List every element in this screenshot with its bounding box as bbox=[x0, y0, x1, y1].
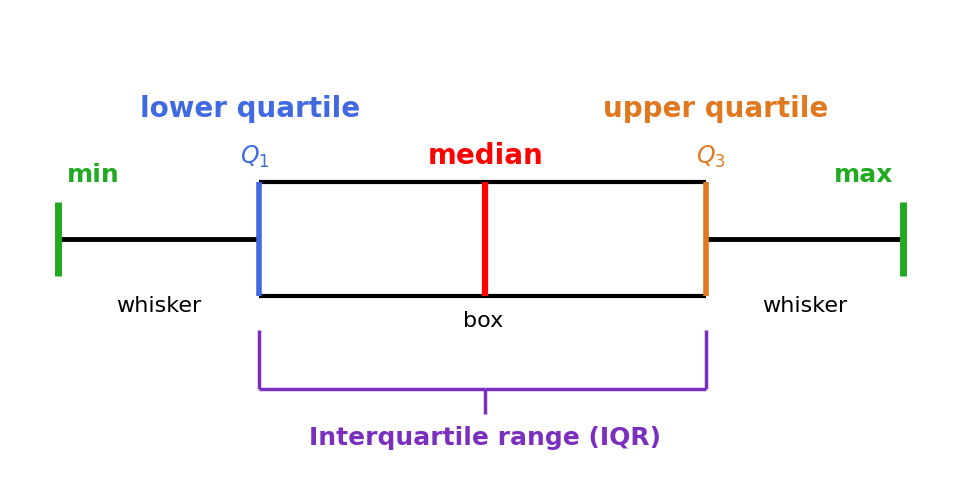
Text: box: box bbox=[463, 311, 503, 331]
Text: $Q_1$: $Q_1$ bbox=[240, 144, 269, 170]
Text: whisker: whisker bbox=[762, 296, 848, 316]
Text: lower quartile: lower quartile bbox=[139, 95, 360, 123]
Text: $Q_3$: $Q_3$ bbox=[697, 144, 726, 170]
Text: upper quartile: upper quartile bbox=[604, 95, 828, 123]
Text: median: median bbox=[428, 142, 543, 170]
Text: min: min bbox=[67, 163, 120, 187]
Text: Interquartile range (IQR): Interquartile range (IQR) bbox=[309, 426, 661, 451]
Text: whisker: whisker bbox=[116, 296, 201, 316]
Text: max: max bbox=[834, 163, 894, 187]
Bar bbox=[259, 182, 706, 296]
